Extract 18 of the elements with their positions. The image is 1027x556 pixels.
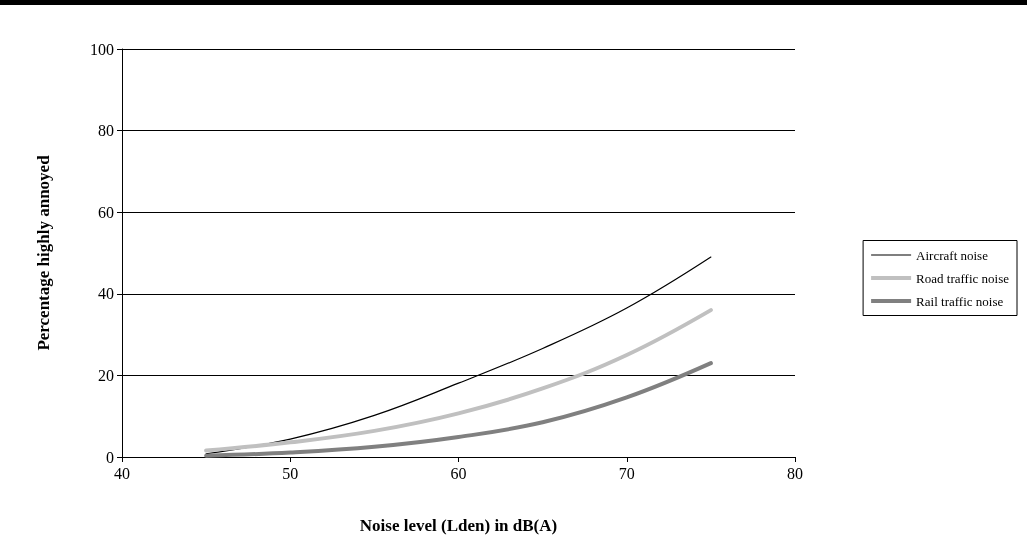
legend-label: Aircraft noise <box>916 247 989 263</box>
y-tick-label: 0 <box>106 448 114 466</box>
y-axis-title: Percentage highly annoyed <box>34 154 53 351</box>
y-tick-label: 20 <box>98 366 114 384</box>
x-axis-title: Noise level (Lden) in dB(A) <box>359 516 558 535</box>
x-tick-label: 70 <box>618 464 635 482</box>
legend-label: Rail traffic noise <box>916 293 1004 309</box>
x-tick-label: 40 <box>114 464 130 482</box>
legend-label: Road traffic noise <box>916 270 1010 286</box>
y-tick-label: 60 <box>98 203 114 221</box>
y-tick-label: 40 <box>98 285 114 303</box>
x-tick-label: 80 <box>787 464 803 482</box>
y-tick-label: 80 <box>98 122 114 140</box>
y-tick-label: 100 <box>90 40 114 58</box>
line-series <box>204 308 713 453</box>
x-tick-label: 50 <box>282 464 299 482</box>
x-tick-label: 60 <box>450 464 467 482</box>
line-series <box>204 361 713 458</box>
